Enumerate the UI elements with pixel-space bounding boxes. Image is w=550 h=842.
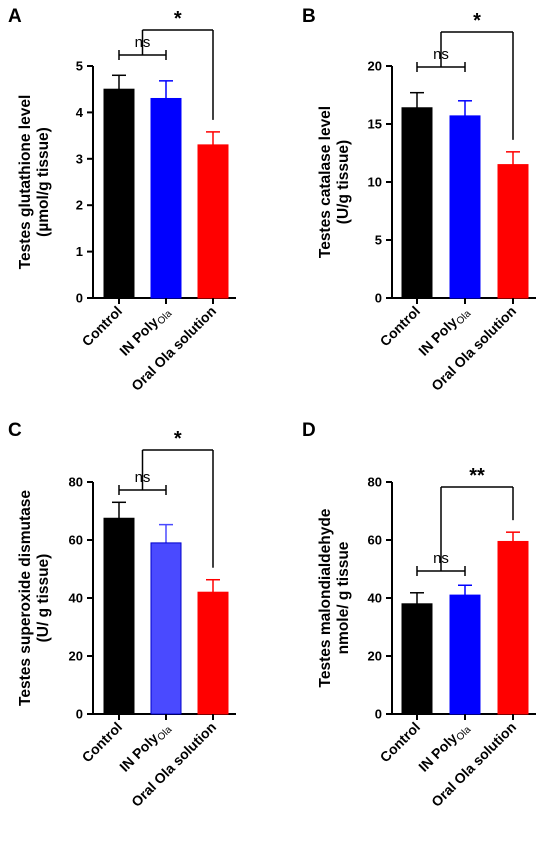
panel-letter: A — [8, 6, 22, 27]
panel-letter: C — [8, 420, 22, 441]
category-label: Control — [377, 303, 424, 350]
category-label: Oral Ola solution — [428, 303, 519, 394]
bar — [150, 542, 182, 715]
significance-label: * — [174, 8, 182, 30]
ns-label: ns — [135, 469, 151, 486]
panel-a: A 0 1 2 3 4 5 Testes glutathione level (µmol/g t… — [8, 6, 236, 394]
bar — [497, 540, 529, 715]
category-label: Control — [79, 719, 126, 766]
y-tick-label: 20 — [368, 59, 382, 74]
category-label-text: IN Poly — [415, 730, 460, 775]
y-tick-label: 4 — [76, 105, 84, 120]
panel-letter: D — [302, 420, 316, 441]
y-axis-label: nmole/ g tissue — [335, 541, 352, 654]
bar — [103, 88, 135, 299]
y-tick-label: 10 — [368, 175, 382, 190]
bar — [449, 594, 481, 715]
y-tick-label: 80 — [69, 475, 83, 490]
bar — [449, 115, 481, 299]
panel-b: B 0 5 10 15 20 Testes catalase level (U/g tissu… — [302, 6, 536, 394]
y-tick-label: 2 — [76, 198, 83, 213]
y-tick-label: 3 — [76, 151, 83, 166]
bar — [103, 517, 135, 715]
y-axis-label: (U/g tissue) — [335, 140, 352, 224]
significance-label: ** — [469, 465, 485, 487]
y-tick-label: 0 — [375, 707, 382, 722]
y-tick-label: 40 — [69, 591, 83, 606]
y-axis-label: Testes malondialdehyde — [317, 508, 334, 687]
y-tick-label: 60 — [368, 533, 382, 548]
bar — [401, 107, 433, 299]
y-tick-label: 1 — [76, 244, 83, 259]
panel-d: D 0 20 40 60 80 Testes malondialdehyde nmole/ g… — [302, 420, 536, 810]
ns-label: ns — [135, 34, 151, 51]
bar — [197, 591, 229, 715]
category-label-text: IN Poly — [116, 730, 161, 775]
y-tick-label: 40 — [368, 591, 382, 606]
category-label-text: Oral Ola solution — [428, 719, 519, 810]
y-axis-label: (µmol/g tissue) — [35, 127, 52, 237]
bar — [150, 97, 182, 299]
ns-label: ns — [433, 550, 449, 567]
bar — [497, 164, 529, 299]
y-tick-label: 20 — [368, 649, 382, 664]
bar — [401, 603, 433, 715]
y-tick-label: 5 — [375, 233, 382, 248]
category-label: Oral Ola solution — [428, 719, 519, 810]
significance-label: * — [174, 428, 182, 450]
category-label: Control — [79, 303, 126, 350]
category-label-text: IN Poly — [116, 314, 161, 359]
ns-label: ns — [433, 46, 449, 63]
panel-letter: B — [302, 6, 316, 27]
panel-c: C 0 20 40 60 80 Testes superoxide dismutase (U/… — [8, 420, 236, 810]
category-label-text: Control — [377, 719, 424, 766]
category-label: Control — [377, 719, 424, 766]
bar — [197, 144, 229, 299]
y-axis-label: Testes superoxide dismutase — [17, 490, 34, 706]
y-tick-label: 0 — [375, 291, 382, 306]
y-tick-label: 15 — [368, 117, 382, 132]
y-tick-label: 60 — [69, 533, 83, 548]
y-axis-label: (U/ g tissue) — [35, 554, 52, 643]
y-axis-label: Testes catalase level — [317, 106, 334, 258]
y-tick-label: 0 — [76, 707, 83, 722]
category-label-text: Control — [79, 303, 126, 350]
y-tick-label: 5 — [76, 59, 83, 74]
y-tick-label: 0 — [76, 291, 83, 306]
y-tick-label: 20 — [69, 649, 83, 664]
y-tick-label: 80 — [368, 475, 382, 490]
category-label-text: Control — [377, 303, 424, 350]
y-axis-label: Testes glutathione level — [17, 95, 34, 270]
category-label-text: IN Poly — [415, 314, 460, 359]
significance-label: * — [473, 10, 481, 32]
category-label-text: Oral Ola solution — [428, 303, 519, 394]
category-label-text: Control — [79, 719, 126, 766]
